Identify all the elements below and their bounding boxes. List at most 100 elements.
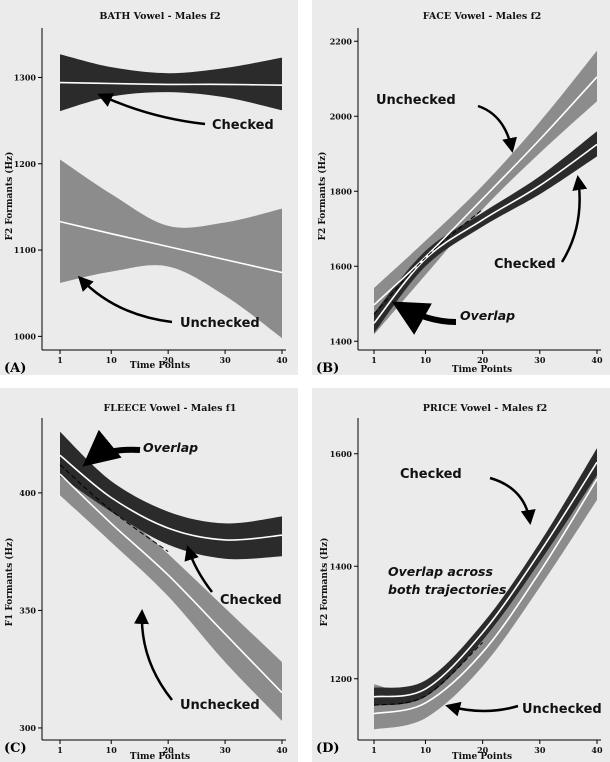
x-tick-label: 1 [371, 355, 377, 365]
y-tick-label: 1000 [14, 331, 37, 341]
annotation-overlap: Overlap [460, 308, 515, 323]
panel-title: PRICE Vowel - Males f2 [423, 403, 548, 414]
fit-line-checked [373, 143, 598, 324]
panel-label: (A) [4, 361, 26, 376]
tick-labels: 1 10 20 30 40 1400 1600 1800 2000 2200 [330, 36, 603, 365]
panel-label: (C) [4, 741, 27, 756]
x-tick-label: 30 [534, 745, 546, 755]
y-axis-label: F2 Formants (Hz) [319, 538, 330, 627]
arrow-overlap [391, 301, 457, 335]
band-unchecked [374, 50, 597, 335]
series-bands [373, 50, 598, 335]
arrow-overlap [82, 429, 141, 467]
y-tick-label: 1400 [330, 561, 353, 571]
series-bands [59, 431, 283, 721]
overlap-dashed-line [59, 464, 169, 553]
panel-fleece: FLEECE Vowel - Males f1 1 10 20 30 40 300 350 4… [0, 388, 298, 762]
y-tick-label: 1200 [14, 159, 37, 169]
panel-background [312, 388, 610, 762]
x-tick-label: 10 [106, 745, 118, 755]
x-tick-label: 20 [163, 355, 175, 365]
series-bands [59, 54, 283, 339]
fit-line-checked [373, 461, 598, 698]
arrow-unchecked [445, 701, 519, 717]
y-tick-label: 1300 [14, 72, 37, 82]
annotation-overlap-line-1: Overlap across [388, 564, 493, 579]
band-checked [60, 54, 282, 112]
x-tick-label: 20 [163, 745, 175, 755]
fit-line-unchecked [373, 76, 598, 306]
fit-line-unchecked [373, 478, 598, 715]
y-tick-label: 400 [19, 488, 36, 498]
y-axis-label: F2 Formants (Hz) [317, 152, 328, 241]
y-axis-label: F1 Formants (Hz) [4, 538, 15, 627]
y-axis-label: F2 Formants (Hz) [4, 152, 15, 241]
x-tick-label: 10 [420, 355, 432, 365]
y-tick-label: 1400 [330, 336, 353, 346]
y-tick-label: 2200 [330, 36, 353, 46]
x-tick-label: 30 [220, 745, 232, 755]
y-tick-label: 300 [19, 723, 36, 733]
series-bands [373, 448, 598, 730]
axes [38, 418, 286, 744]
x-tick-label: 1 [57, 355, 63, 365]
x-axis-label: Time Points [130, 752, 190, 762]
arrow-checked [184, 545, 213, 593]
axes [38, 28, 286, 354]
x-tick-label: 40 [276, 355, 288, 365]
x-tick-label: 40 [591, 745, 603, 755]
x-tick-label: 10 [420, 745, 432, 755]
arrow-checked [97, 93, 206, 126]
annotation-overlap-line-2: both trajectories [388, 582, 506, 597]
band-checked [60, 431, 282, 560]
x-tick-label: 1 [371, 745, 377, 755]
overlap-dashed-line [373, 642, 483, 706]
fit-line-checked [59, 454, 283, 541]
y-tick-label: 350 [19, 605, 36, 615]
band-unchecked [60, 159, 282, 339]
annotation-unchecked: Unchecked [376, 93, 456, 108]
x-tick-label: 20 [477, 745, 489, 755]
arrow-checked [560, 175, 588, 263]
panel-label: (D) [316, 741, 340, 756]
panel-face: FACE Vowel - Males f2 1 10 20 30 40140016001… [312, 0, 610, 376]
y-tick-label: 1600 [330, 261, 353, 271]
x-axis-label: Time Points [452, 365, 512, 375]
panel-title: BATH Vowel - Males f2 [99, 11, 220, 22]
y-tick-label: 1100 [14, 245, 37, 255]
x-tick-label: 40 [591, 355, 603, 365]
y-tick-label: 2000 [330, 111, 353, 121]
annotation-unchecked: Unchecked [180, 698, 260, 713]
annotation-unchecked: Unchecked [522, 702, 602, 717]
fit-line-unchecked [59, 220, 283, 274]
annotation-checked: Checked [212, 118, 274, 133]
tick-labels: 1 10 20 30 40 1200 1400 1600 [330, 449, 603, 755]
arrow-unchecked [477, 104, 517, 153]
x-tick-label: 10 [106, 355, 118, 365]
band-checked [374, 131, 597, 333]
x-tick-label: 1 [57, 745, 63, 755]
axes [354, 28, 601, 354]
panel-background [312, 0, 610, 375]
panel-price: PRICE Vowel - Males f2 1 10 20 30 40 1200 1400… [312, 388, 610, 762]
fit-line-unchecked [59, 473, 283, 694]
y-tick-label: 1800 [330, 186, 353, 196]
panel-label: (B) [316, 361, 339, 376]
panel-bath: BATH Vowel - Males f2 1 10 20 30 40 1000 1100 1… [0, 0, 298, 376]
annotation-checked: Checked [400, 467, 462, 482]
panel-background [0, 0, 298, 375]
axes [354, 418, 601, 744]
x-tick-label: 30 [220, 355, 232, 365]
x-axis-label: Time Points [452, 752, 512, 762]
y-tick-label: 1200 [330, 674, 353, 684]
overlap-dashed-line [373, 208, 483, 315]
x-tick-label: 30 [534, 355, 546, 365]
fit-line-checked [59, 81, 283, 86]
arrow-checked [489, 476, 536, 525]
y-tick-label: 1600 [330, 449, 353, 459]
annotation-unchecked: Unchecked [180, 316, 260, 331]
annotation-overlap: Overlap [143, 440, 198, 455]
x-tick-label: 20 [477, 355, 489, 365]
arrow-unchecked [134, 609, 173, 701]
